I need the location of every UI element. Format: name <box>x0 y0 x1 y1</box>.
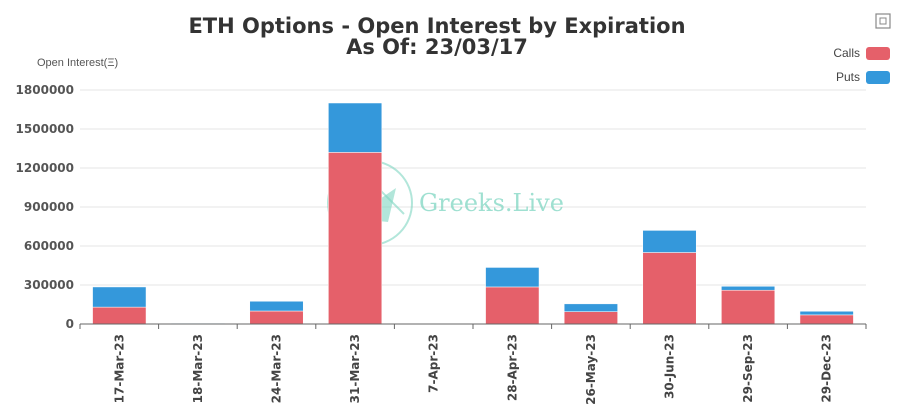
y-axis-label: Open Interest(Ξ) <box>37 57 118 69</box>
y-tick-label: 300000 <box>24 278 74 292</box>
gridlines <box>80 89 866 286</box>
x-tick-label: 17-Mar-23 <box>112 334 126 403</box>
y-tick-label: 1500000 <box>16 122 74 136</box>
chart-subtitle: As Of: 23/03/17 <box>346 35 528 59</box>
x-tick-label: 30-Jun-23 <box>663 334 677 399</box>
bar-calls-29-dec-23[interactable] <box>799 314 854 325</box>
x-tick-label: 28-Apr-23 <box>505 334 519 401</box>
bar-puts-26-may-23[interactable] <box>563 303 618 312</box>
watermark-text: Greeks.Live <box>419 189 564 217</box>
bar-puts-24-mar-23[interactable] <box>249 301 304 312</box>
x-tick-label: 29-Sep-23 <box>741 334 755 403</box>
fullscreen-icon[interactable] <box>871 9 895 33</box>
legend-label-calls: Calls <box>833 46 860 60</box>
bar-calls-28-apr-23[interactable] <box>485 286 540 325</box>
bar-calls-29-sep-23[interactable] <box>721 289 776 325</box>
bar-calls-30-jun-23[interactable] <box>642 252 697 325</box>
bar-calls-24-mar-23[interactable] <box>249 310 304 325</box>
y-tick-label: 0 <box>66 317 74 331</box>
y-axis-ticks: 0 300000 600000 900000 1200000 1500000 1800000 <box>16 83 74 331</box>
x-tick-label: 7-Apr-23 <box>427 334 441 393</box>
bar-calls-26-may-23[interactable] <box>563 311 618 325</box>
bar-puts-30-jun-23[interactable] <box>642 230 697 253</box>
x-tick-label: 31-Mar-23 <box>348 334 362 403</box>
y-tick-label: 900000 <box>24 200 74 214</box>
x-tick-label: 29-Dec-23 <box>820 334 834 403</box>
x-tick-label: 18-Mar-23 <box>191 334 205 403</box>
legend-swatch-calls[interactable] <box>866 47 890 60</box>
bar-calls-17-mar-23[interactable] <box>92 306 147 325</box>
y-tick-label: 600000 <box>24 239 74 253</box>
bar-puts-28-apr-23[interactable] <box>485 267 540 288</box>
legend: Calls Puts <box>833 46 890 84</box>
x-tick-label: 24-Mar-23 <box>270 334 284 403</box>
bar-puts-17-mar-23[interactable] <box>92 286 147 308</box>
bar-puts-31-mar-23[interactable] <box>328 102 383 153</box>
y-tick-label: 1200000 <box>16 161 74 175</box>
legend-label-puts: Puts <box>836 70 860 84</box>
x-axis-ticks: 17-Mar-23 18-Mar-23 24-Mar-23 31-Mar-23 7-Ap… <box>112 334 833 405</box>
y-tick-label: 1800000 <box>16 83 74 97</box>
legend-swatch-puts[interactable] <box>866 71 890 84</box>
x-axis <box>79 323 867 329</box>
bar-calls-31-mar-23[interactable] <box>328 152 383 325</box>
bar-puts-29-dec-23[interactable] <box>799 311 854 316</box>
chart-title: ETH Options - Open Interest by Expiratio… <box>188 14 685 38</box>
x-tick-label: 26-May-23 <box>584 334 598 405</box>
bar-puts-29-sep-23[interactable] <box>721 286 776 291</box>
